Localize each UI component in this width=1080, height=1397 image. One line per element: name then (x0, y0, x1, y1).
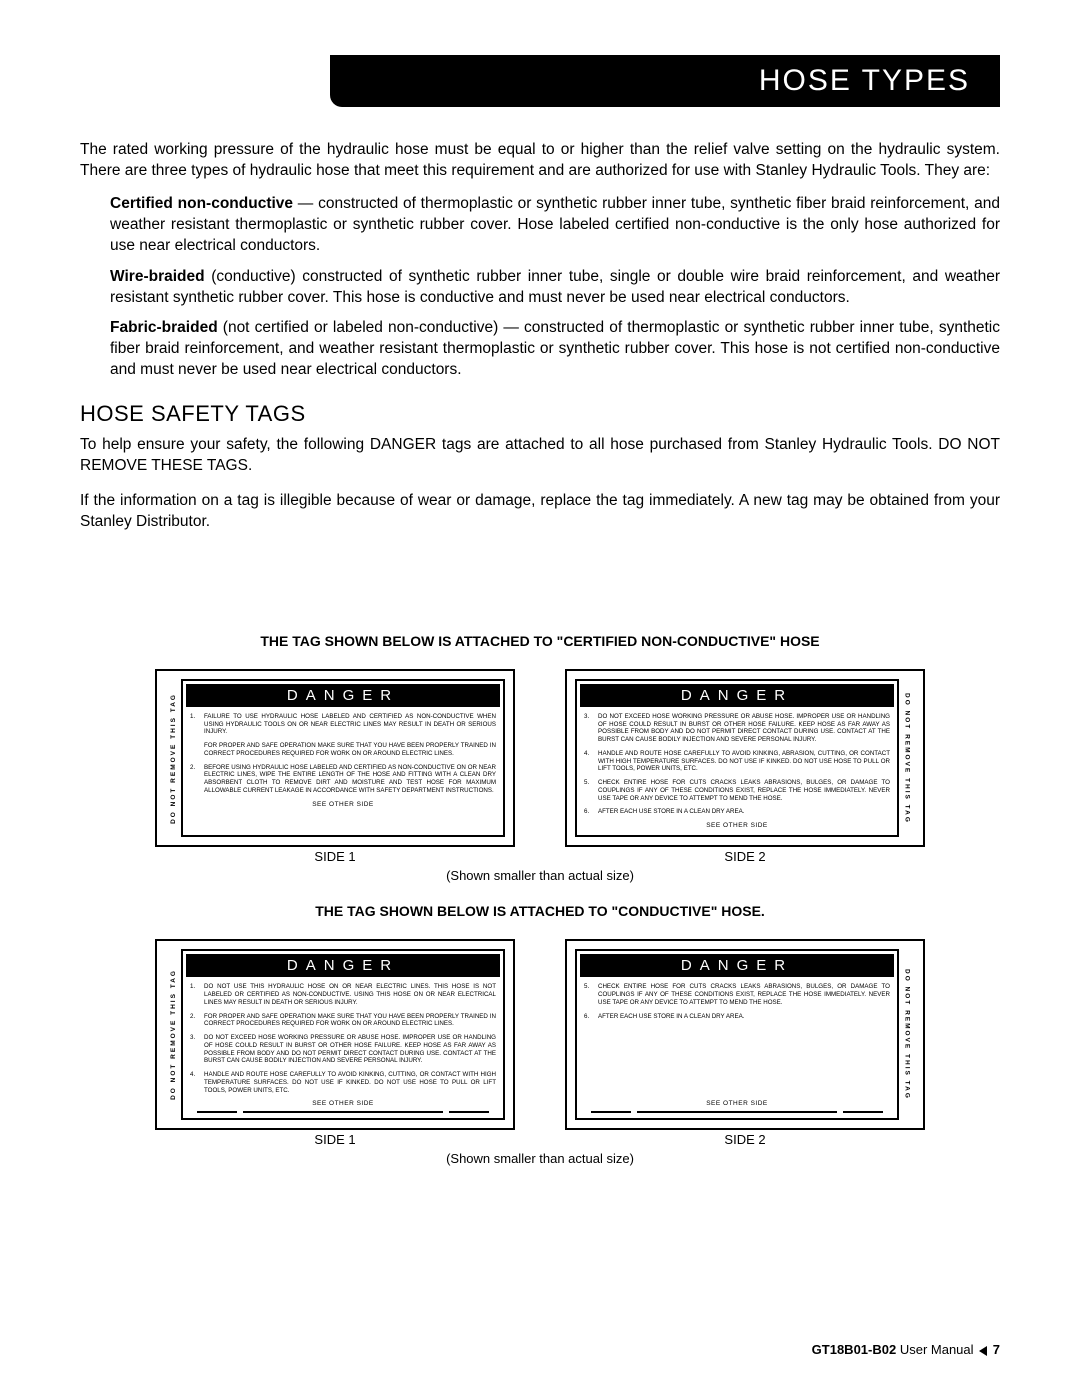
do-not-remove-label: DO NOT REMOVE THIS TAG (170, 693, 177, 824)
tag-body: 1.DO NOT USE THIS HYDRAULIC HOSE ON OR N… (186, 977, 500, 1115)
danger-label: DANGER (186, 684, 500, 707)
tag-title-conductive: THE TAG SHOWN BELOW IS ATTACHED TO "COND… (80, 903, 1000, 919)
danger-label: DANGER (186, 954, 500, 977)
footer-model: GT18B01-B02 (812, 1342, 897, 1357)
hose-type-fabric: Fabric-braided (not certified or labeled… (110, 318, 1000, 381)
danger-label: DANGER (580, 684, 894, 707)
hose-type-list: Certified non-conductive — constructed o… (110, 194, 1000, 381)
tag-row-conductive: DO NOT REMOVE THIS TAG DANGER 1.DO NOT U… (80, 939, 1000, 1130)
danger-tag-c-side2: DANGER 5.CHECK ENTIRE HOSE FOR CUTS CRAC… (565, 939, 925, 1130)
tag-body: 1.FAILURE TO USE HYDRAULIC HOSE LABELED … (186, 707, 500, 811)
footer-page: 7 (993, 1342, 1000, 1357)
tag-title-nonconductive: THE TAG SHOWN BELOW IS ATTACHED TO "CERT… (80, 633, 1000, 649)
tag-body: 3.DO NOT EXCEED HOSE WORKING PRESSURE OR… (580, 707, 894, 832)
tag-row-nonconductive: DO NOT REMOVE THIS TAG DANGER 1.FAILURE … (80, 669, 1000, 847)
danger-label: DANGER (580, 954, 894, 977)
see-other-label: SEE OTHER SIDE (190, 1100, 496, 1108)
side2-label: SIDE 2 (565, 1132, 925, 1147)
footer-label: User Manual (896, 1342, 977, 1357)
side2-label: SIDE 2 (565, 849, 925, 864)
do-not-remove-label: DO NOT REMOVE THIS TAG (904, 969, 911, 1100)
section-title-safety-tags: HOSE SAFETY TAGS (80, 401, 1000, 427)
danger-tag-c-side1: DO NOT REMOVE THIS TAG DANGER 1.DO NOT U… (155, 939, 515, 1130)
footer: GT18B01-B02 User Manual 7 (812, 1342, 1000, 1357)
side1-label: SIDE 1 (155, 1132, 515, 1147)
tag-body: 5.CHECK ENTIRE HOSE FOR CUTS CRACKS LEAK… (580, 977, 894, 1115)
side1-label: SIDE 1 (155, 849, 515, 864)
safety-p2: If the information on a tag is illegible… (80, 491, 1000, 533)
see-other-label: SEE OTHER SIDE (584, 822, 890, 830)
safety-p1: To help ensure your safety, the followin… (80, 435, 1000, 477)
danger-tag-nc-side2: DANGER 3.DO NOT EXCEED HOSE WORKING PRES… (565, 669, 925, 847)
page-title: HOSE TYPES (759, 64, 970, 98)
see-other-label: SEE OTHER SIDE (190, 801, 496, 809)
see-other-label: SEE OTHER SIDE (584, 1100, 890, 1108)
hose-type-wire: Wire-braided (conductive) constructed of… (110, 267, 1000, 309)
intro-paragraph: The rated working pressure of the hydrau… (80, 140, 1000, 182)
shown-smaller-note: (Shown smaller than actual size) (80, 868, 1000, 883)
shown-smaller-note: (Shown smaller than actual size) (80, 1151, 1000, 1166)
hose-type-certified: Certified non-conductive — constructed o… (110, 194, 1000, 257)
danger-tag-nc-side1: DO NOT REMOVE THIS TAG DANGER 1.FAILURE … (155, 669, 515, 847)
do-not-remove-label: DO NOT REMOVE THIS TAG (170, 969, 177, 1100)
header-bar: HOSE TYPES (330, 55, 1000, 107)
content: The rated working pressure of the hydrau… (80, 140, 1000, 1166)
triangle-left-icon (979, 1346, 987, 1356)
do-not-remove-label: DO NOT REMOVE THIS TAG (904, 693, 911, 824)
